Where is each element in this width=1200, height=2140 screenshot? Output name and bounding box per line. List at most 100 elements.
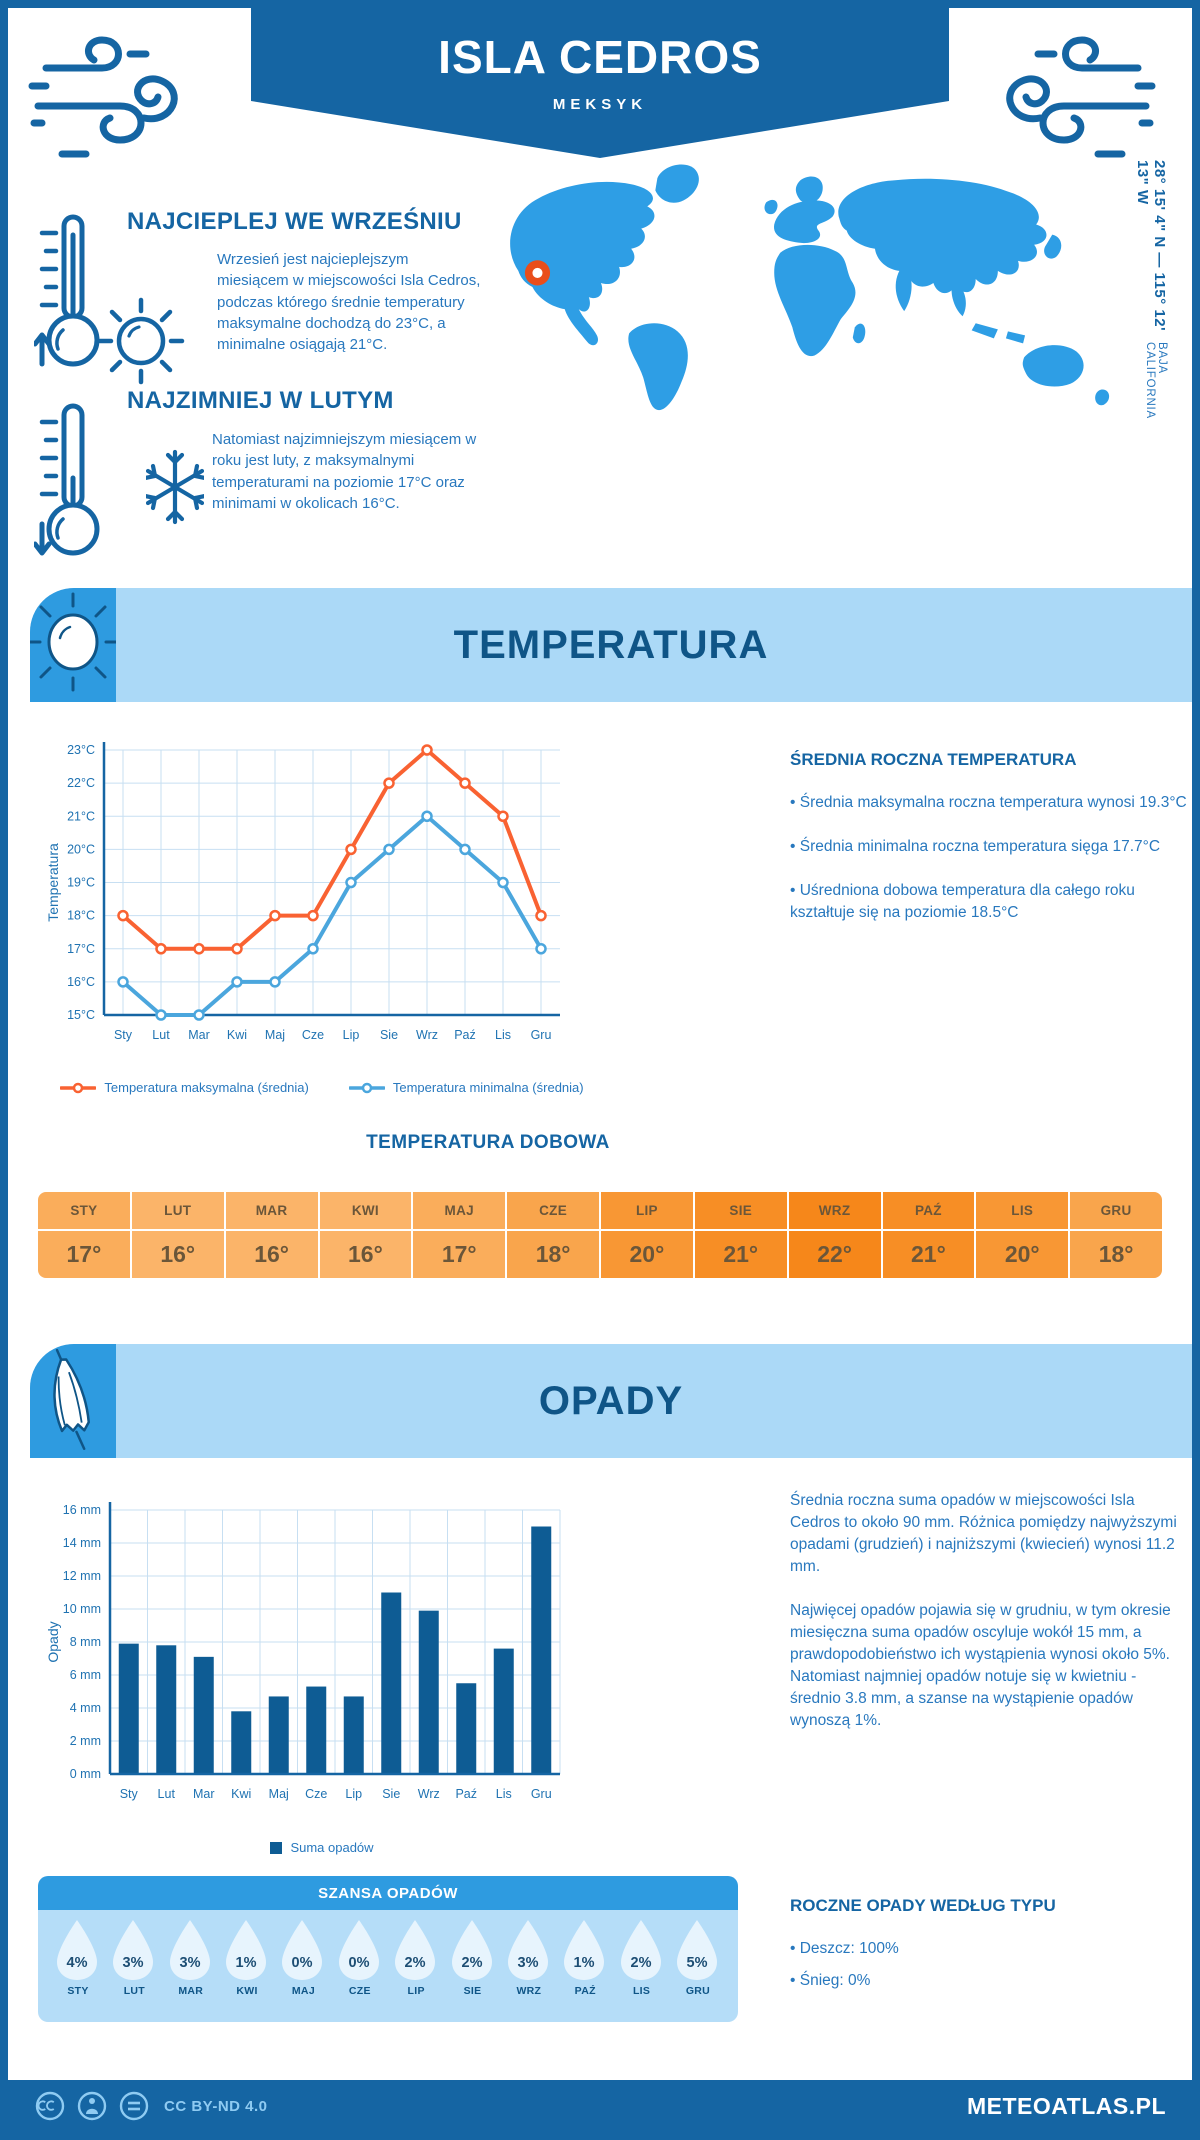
license-icons — [34, 2090, 150, 2122]
coldest-month-title: NAJZIMNIEJ W LUTYM — [127, 387, 394, 414]
table-month-cell: LIP — [601, 1192, 693, 1229]
table-value-cell: 22° — [788, 1231, 881, 1278]
svg-text:21°C: 21°C — [67, 809, 95, 823]
svg-text:0 mm: 0 mm — [70, 1767, 101, 1781]
svg-text:4 mm: 4 mm — [70, 1701, 101, 1715]
no-derivatives-icon — [119, 2091, 149, 2121]
attribution-person-icon — [77, 2091, 107, 2121]
svg-text:Maj: Maj — [265, 1028, 285, 1042]
page-title: ISLA CEDROS — [438, 31, 762, 83]
thermometer-warm-icon — [34, 211, 118, 371]
svg-text:2%: 2% — [405, 1955, 426, 1971]
svg-text:Cze: Cze — [305, 1787, 327, 1801]
svg-text:2%: 2% — [461, 1955, 482, 1971]
chance-month-label: MAR — [178, 1985, 204, 1997]
svg-text:Wrz: Wrz — [416, 1028, 438, 1042]
chance-drop: 4% STY — [54, 1918, 102, 2022]
world-map — [480, 150, 1145, 422]
svg-text:Gru: Gru — [531, 1787, 552, 1801]
chance-drop: 1% PAŹ — [561, 1918, 609, 2022]
footer-bar: CC BY-ND 4.0 METEOATLAS.PL — [8, 2080, 1192, 2132]
precipitation-legend: Suma opadów — [42, 1840, 602, 1855]
svg-text:23°C: 23°C — [67, 743, 95, 757]
svg-text:Lut: Lut — [158, 1787, 176, 1801]
chance-month-label: MAJ — [291, 1985, 315, 1997]
svg-text:5%: 5% — [686, 1955, 707, 1971]
raindrop-icon: 0% — [282, 1920, 323, 1980]
svg-text:8 mm: 8 mm — [70, 1635, 101, 1649]
table-value-cell: 16° — [319, 1231, 412, 1278]
svg-text:Kwi: Kwi — [227, 1028, 247, 1042]
chance-month-label: LUT — [123, 1985, 146, 1997]
chance-drop: 5% GRU — [674, 1918, 722, 2022]
precipitation-paragraph: Najwięcej opadów pojawia się w grudniu, … — [790, 1602, 1171, 1729]
precipitation-text-block: Średnia roczna suma opadów w miejscowośc… — [790, 1490, 1188, 1754]
annual-bullet: • Średnia maksymalna roczna temperatura … — [790, 794, 1187, 811]
raindrop-icon: 2% — [620, 1920, 661, 1980]
chance-panel-body: 4% STY 3% LUT 3% MAR 1% KWI 0% MAJ 0% CZE 2% LIP 2% SIE… — [38, 1910, 738, 2022]
legend-label: Temperatura minimalna (średnia) — [392, 1080, 584, 1095]
legend-item: Temperatura maksymalna (średnia) — [60, 1080, 309, 1095]
table-month-cell: SIE — [694, 1192, 787, 1229]
chance-drop: 0% MAJ — [279, 1918, 327, 2022]
raindrop-icon: 3% — [507, 1920, 548, 1980]
svg-text:Mar: Mar — [193, 1787, 215, 1801]
temperature-banner-title: TEMPERATURA — [453, 622, 769, 667]
chance-month-label: PAŹ — [574, 1985, 596, 1997]
svg-text:Opady: Opady — [45, 1621, 61, 1662]
precipitation-paragraph: Średnia roczna suma opadów w miejscowośc… — [790, 1492, 1177, 1575]
raindrop-icon: 3% — [113, 1920, 154, 1980]
svg-text:Mar: Mar — [188, 1028, 210, 1042]
svg-text:Gru: Gru — [531, 1028, 552, 1042]
svg-text:3%: 3% — [517, 1955, 538, 1971]
svg-text:Lip: Lip — [343, 1028, 360, 1042]
umbrella-icon — [53, 1348, 90, 1450]
svg-text:Temperatura: Temperatura — [45, 843, 61, 922]
table-month-cell: MAR — [225, 1192, 318, 1229]
chance-drop: 3% LUT — [110, 1918, 158, 2022]
chance-drop: 2% LIS — [618, 1918, 666, 2022]
precipitation-banner: OPADY — [30, 1344, 1192, 1458]
coldest-month-text: Natomiast najzimniejszym miesiącem w rok… — [212, 431, 477, 512]
svg-text:Sie: Sie — [380, 1028, 398, 1042]
legend-item: Temperatura minimalna (średnia) — [348, 1080, 584, 1095]
table-value-cell: 21° — [694, 1231, 787, 1278]
precipitation-type-block: ROCZNE OPADY WEDŁUG TYPU • Deszcz: 100% … — [790, 1896, 1188, 2002]
svg-text:Sty: Sty — [114, 1028, 133, 1042]
svg-text:0%: 0% — [348, 1955, 369, 1971]
svg-text:Lis: Lis — [495, 1028, 511, 1042]
raindrop-icon: 2% — [451, 1920, 492, 1980]
temperature-legend: Temperatura maksymalna (średnia) Temperat… — [42, 1080, 602, 1095]
chance-month-label: SIE — [463, 1985, 482, 1997]
svg-text:22°C: 22°C — [67, 776, 95, 790]
svg-text:Lut: Lut — [152, 1028, 170, 1042]
svg-text:14 mm: 14 mm — [63, 1536, 101, 1550]
svg-text:16°C: 16°C — [67, 975, 95, 989]
svg-text:0%: 0% — [292, 1955, 313, 1971]
wind-icon — [26, 26, 196, 171]
chance-month-label: CZE — [348, 1985, 371, 1997]
annual-bullet: • Uśredniona dobowa temperatura dla całe… — [790, 882, 1135, 921]
temperature-banner: TEMPERATURA — [30, 588, 1192, 702]
svg-text:Paź: Paź — [455, 1787, 477, 1801]
chance-drop: 2% SIE — [449, 1918, 497, 2022]
table-value-cell: 18° — [1070, 1231, 1162, 1278]
svg-text:Sie: Sie — [382, 1787, 400, 1801]
daily-temperature-table: STY LUT MAR KWI MAJ CZE LIP SIE WRZ PAŹ LIS GRU 17° 1… — [38, 1192, 1162, 1278]
chance-month-label: KWI — [236, 1985, 258, 1997]
site-name: METEOATLAS.PL — [966, 2092, 1166, 2119]
raindrop-icon: 2% — [395, 1920, 436, 1980]
chance-drop: 0% CZE — [336, 1918, 384, 2022]
svg-text:1%: 1% — [236, 1955, 257, 1971]
chance-drop: 2% LIP — [392, 1918, 440, 2022]
svg-text:19°C: 19°C — [67, 876, 95, 890]
precipitation-type-bullet: • Deszcz: 100% — [790, 1940, 899, 1957]
svg-text:1%: 1% — [574, 1955, 595, 1971]
precipitation-banner-title: OPADY — [538, 1378, 684, 1423]
raindrop-icon: 1% — [564, 1920, 605, 1980]
table-value-cell: 21° — [882, 1231, 975, 1278]
chance-panel-title: SZANSA OPADÓW — [38, 1876, 738, 1910]
svg-text:Wrz: Wrz — [418, 1787, 440, 1801]
svg-text:Paź: Paź — [454, 1028, 476, 1042]
